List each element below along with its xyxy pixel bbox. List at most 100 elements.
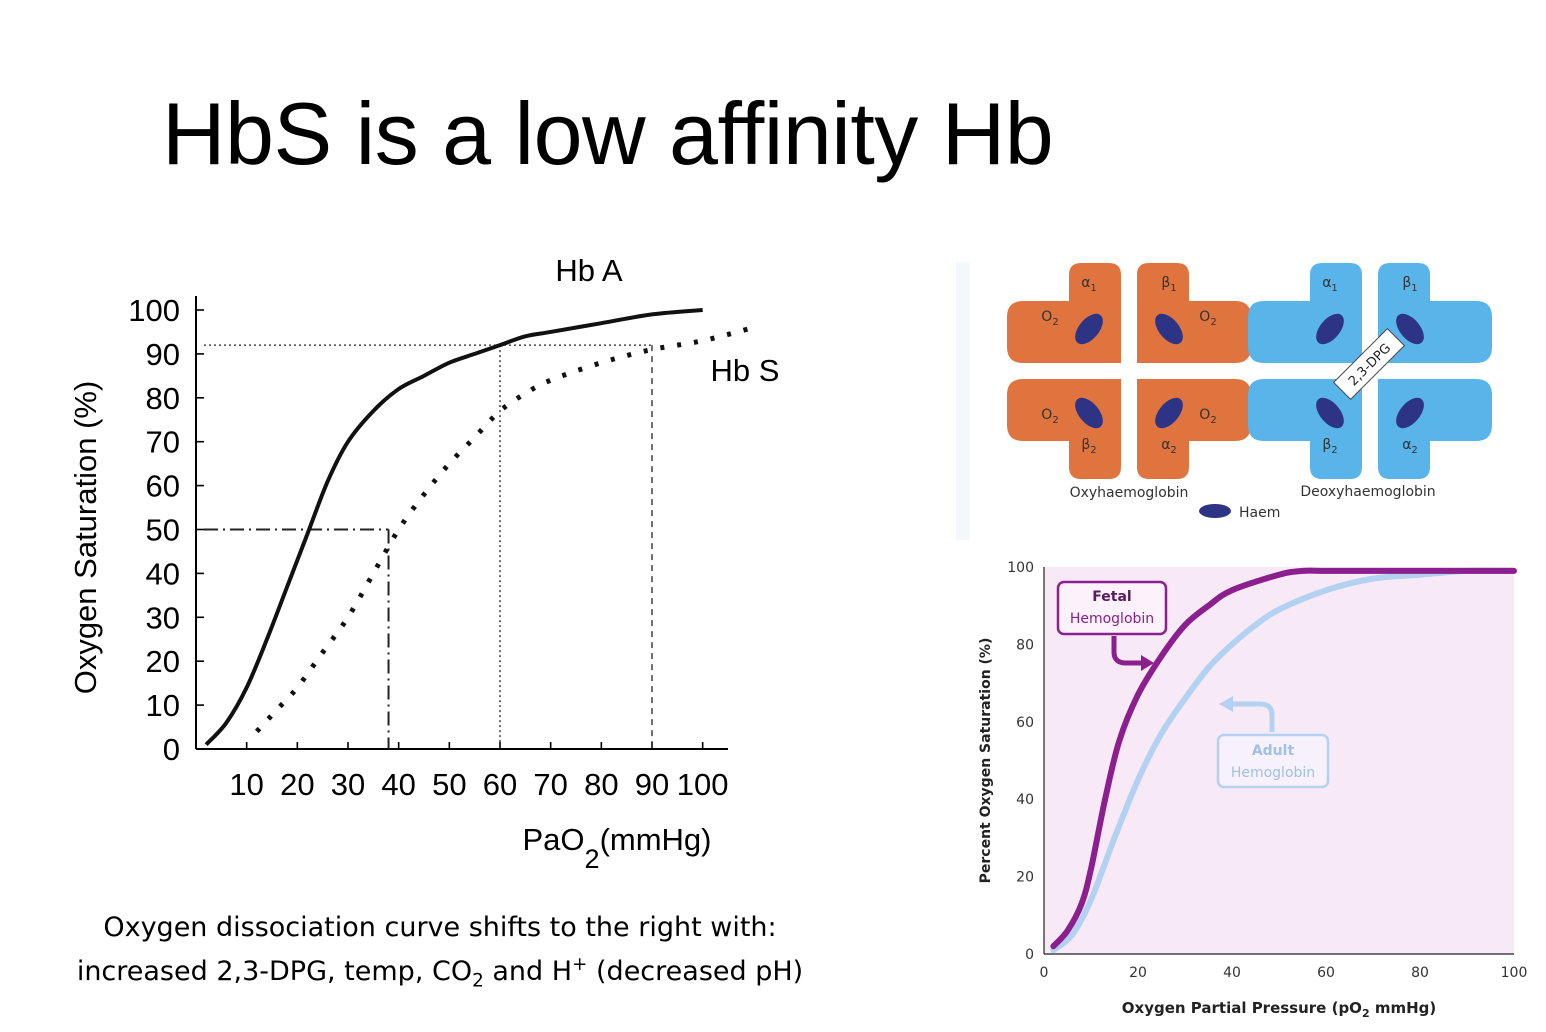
caption-part-c: (decreased pH) <box>587 956 804 987</box>
hbs-curve <box>254 325 754 734</box>
subunit-index: 1 <box>1411 283 1417 294</box>
fetal-label-line1: Fetal <box>1092 589 1131 605</box>
oxy-subunit-label: α1 <box>1081 275 1097 294</box>
caption-h-superscript: + <box>572 954 588 975</box>
caption-line-2: increased 2,3-DPG, temp, CO2 and H+ (dec… <box>0 954 880 993</box>
x-label-unit: mmHg) <box>1370 999 1437 1017</box>
oxy-label: Oxyhaemoglobin <box>1070 485 1189 501</box>
greek-letter: β <box>1322 437 1331 453</box>
deoxy-label: Deoxyhaemoglobin <box>1300 484 1435 500</box>
x-tick-label: 40 <box>381 767 415 802</box>
x-tick-label: 100 <box>677 767 729 802</box>
greek-letter: β <box>1081 437 1090 453</box>
y-tick-label: 90 <box>146 337 180 372</box>
caption-co2-subscript: 2 <box>472 970 484 992</box>
x-tick-label: 80 <box>584 767 618 802</box>
x-label-subscript: 2 <box>1362 1007 1370 1020</box>
x-tick-label: 40 <box>1223 965 1241 981</box>
subunit-index: 2 <box>1170 445 1176 456</box>
caption-part-b: and H <box>483 956 573 987</box>
oxy-subunit <box>1007 379 1121 479</box>
subunit-index: 1 <box>1170 283 1176 294</box>
y-tick-label: 0 <box>163 732 180 767</box>
subunit-index: 2 <box>1331 445 1337 456</box>
slide-title: HbS is a low affinity Hb <box>162 84 1054 183</box>
greek-letter: β <box>1402 275 1411 291</box>
x-label-subscript: 2 <box>585 844 600 874</box>
subunit-index: 2 <box>1090 445 1096 456</box>
y-tick-label: 80 <box>1016 637 1034 653</box>
x-tick-label: 20 <box>1129 965 1147 981</box>
x-tick-label: 90 <box>635 767 669 802</box>
greek-letter: α <box>1402 437 1411 453</box>
oxy-subunit-label: β2 <box>1081 437 1096 456</box>
y-tick-label: 40 <box>146 556 180 591</box>
oxy-subunit <box>1137 263 1251 363</box>
adult-curve <box>1050 567 1517 954</box>
y-tick-label: 20 <box>1016 870 1034 886</box>
subunit-index: 2 <box>1411 445 1417 456</box>
x-label-main: PaO <box>523 822 585 857</box>
haem-icon <box>1396 313 1424 345</box>
hbs-label: Hb S <box>711 353 780 388</box>
haem-legend-icon <box>1199 504 1231 518</box>
deoxy-subunit <box>1248 263 1362 363</box>
y-tick-label: 10 <box>146 688 180 723</box>
fetal-label-line2: Hemoglobin <box>1070 611 1154 627</box>
haem-icon <box>1316 397 1344 429</box>
haem-icon <box>1396 397 1424 429</box>
fetal-label-box <box>1056 580 1168 636</box>
oxy-subunit <box>1137 379 1251 479</box>
x-tick-label: 10 <box>229 767 263 802</box>
oxy-subunit-label: α2 <box>1161 437 1177 456</box>
caption-line-1: Oxygen dissociation curve shifts to the … <box>103 912 777 943</box>
hba-label: Hb A <box>555 253 623 288</box>
panel-edge <box>956 262 970 540</box>
greek-letter: α <box>1161 437 1170 453</box>
adult-label-line1: Adult <box>1252 743 1295 759</box>
y-tick-label: 80 <box>146 381 180 416</box>
caption-part-a: increased 2,3-DPG, temp, CO <box>76 956 473 987</box>
deoxy-subunit-label: α2 <box>1402 437 1418 456</box>
x-label-main: Oxygen Partial Pressure (pO <box>1122 999 1362 1017</box>
y-tick-label: 60 <box>146 469 180 504</box>
fetal-arrow <box>1111 636 1142 666</box>
deoxy-subunit <box>1378 379 1492 479</box>
x-tick-label: 0 <box>1040 965 1049 981</box>
y-tick-label: 30 <box>146 600 180 635</box>
y-tick-label: 70 <box>146 425 180 460</box>
oxy-subunit <box>1007 263 1121 363</box>
greek-letter: β <box>1161 275 1170 291</box>
adult-label-line2: Hemoglobin <box>1231 765 1315 781</box>
x-label-unit: (mmHg) <box>600 822 712 857</box>
o2-letter: O <box>1199 407 1210 423</box>
x-tick-label: 80 <box>1411 965 1429 981</box>
o2-letter: O <box>1199 309 1210 325</box>
adult-arrow <box>1232 701 1275 732</box>
haem-icon <box>1155 313 1183 345</box>
fetal-arrow-head <box>1141 655 1154 671</box>
subunit-index: 1 <box>1331 283 1337 294</box>
haem-icon <box>1075 397 1103 429</box>
o2-label: O2 <box>1199 309 1216 328</box>
greek-letter: α <box>1322 275 1331 291</box>
haem-icon <box>1316 313 1344 345</box>
o2-letter: O <box>1041 309 1052 325</box>
fetal-curve <box>1050 567 1517 950</box>
deoxy-subunit-label: β1 <box>1402 275 1417 294</box>
o2-label: O2 <box>1041 309 1058 328</box>
o2-letter: O <box>1041 407 1052 423</box>
o2-subscript: 2 <box>1210 317 1216 328</box>
y-tick-label: 0 <box>1025 947 1034 963</box>
o2-subscript: 2 <box>1052 317 1058 328</box>
x-axis-label: PaO2(mmHg) <box>523 822 712 874</box>
x-tick-label: 100 <box>1501 965 1528 981</box>
subunit-index: 1 <box>1090 283 1096 294</box>
y-tick-label: 40 <box>1016 792 1034 808</box>
y-axis-label: Percent Oxygen Saturation (%) <box>978 638 994 884</box>
o2-subscript: 2 <box>1052 415 1058 426</box>
